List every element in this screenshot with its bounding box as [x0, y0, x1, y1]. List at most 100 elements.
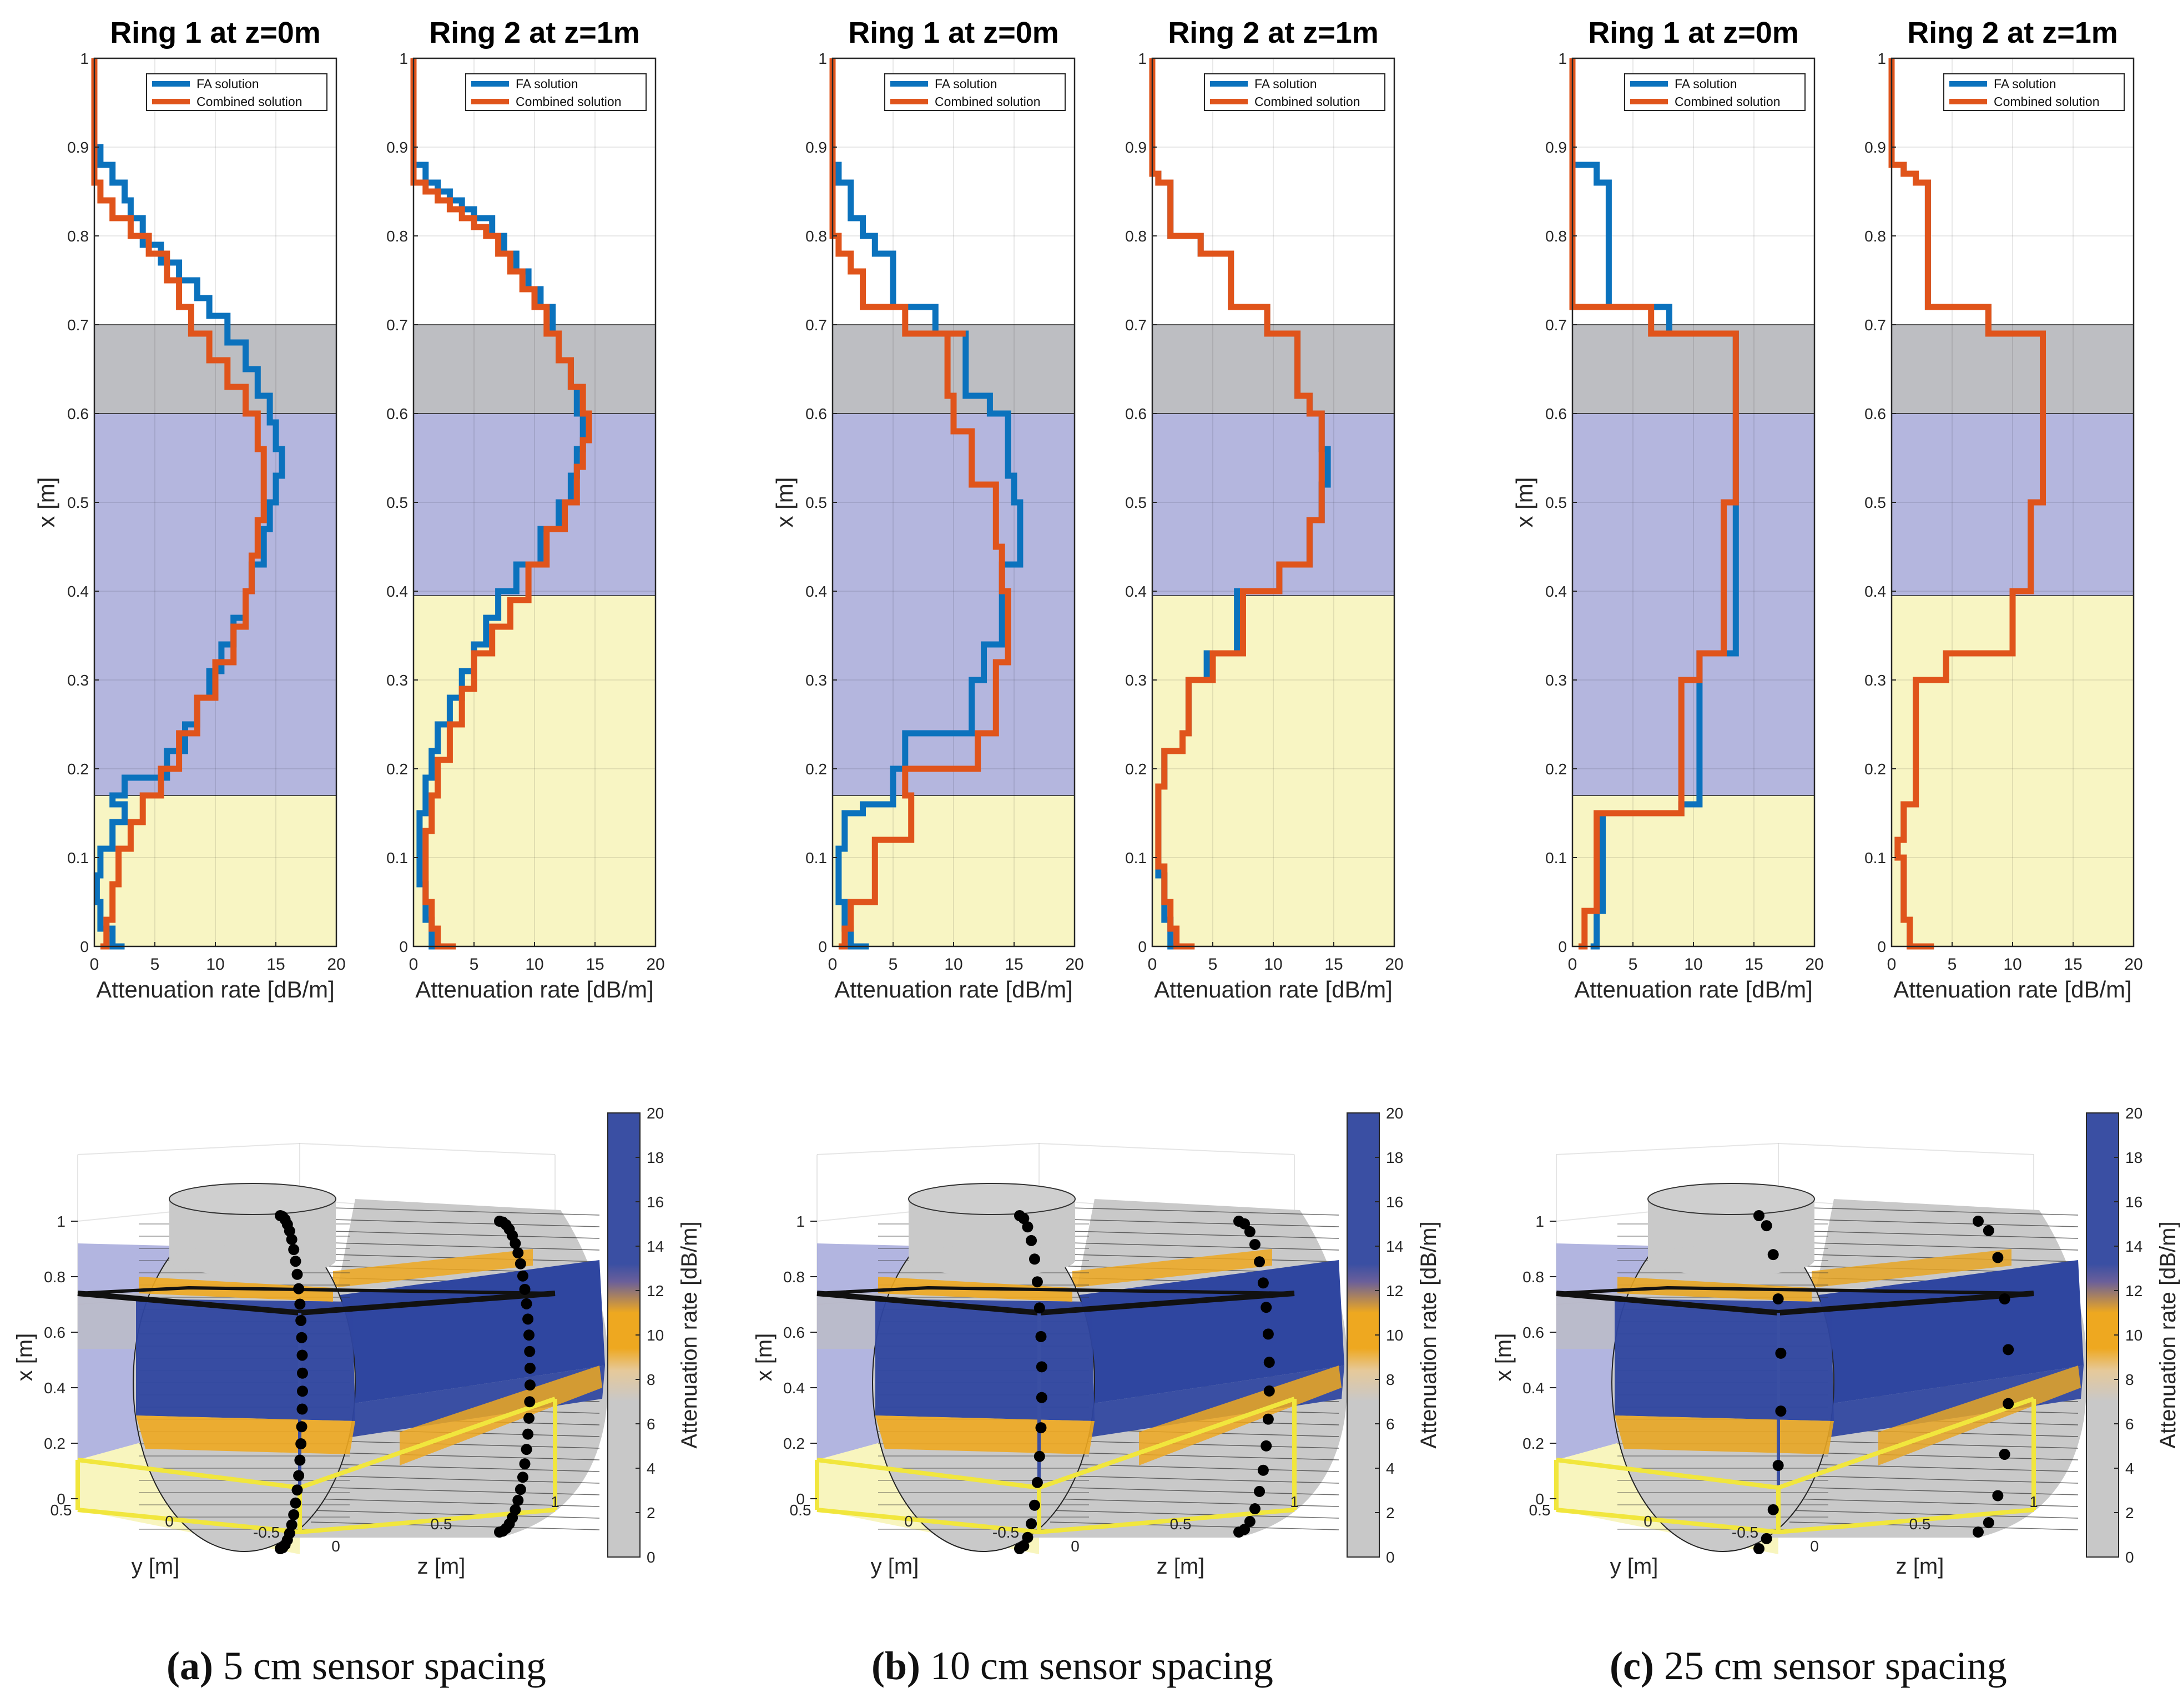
x-axis-label: Attenuation rate [dB/m] [415, 976, 654, 1002]
nozzle-top [1647, 1183, 1815, 1215]
x-tick-label-3d: 0.4 [44, 1379, 65, 1397]
sensor-dot-ring2 [519, 1458, 531, 1470]
colorbar-tick-label: 16 [647, 1193, 664, 1211]
y-tick-label: 0.4 [1125, 583, 1147, 600]
x-tick-label-3d: 0.2 [44, 1435, 65, 1452]
x-tick-label: 20 [1065, 955, 1083, 974]
sensor-dot-ring2 [515, 1484, 526, 1495]
sensor-dot-ring1 [286, 1519, 298, 1531]
sensor-dot-ring2 [512, 1494, 524, 1506]
grid-3d-line [1778, 1143, 2034, 1155]
y-tick-label-3d: -0.5 [992, 1524, 1019, 1541]
sensor-dot-ring2 [1992, 1490, 2004, 1502]
sensor-dot-ring1 [1035, 1331, 1047, 1342]
z-tick-label-3d: 1 [2029, 1493, 2038, 1510]
sensor-dot-ring1 [1031, 1276, 1043, 1288]
sensor-dot-ring2 [1254, 1485, 1266, 1497]
sensor-dot-ring1 [296, 1421, 307, 1433]
hatch-line [310, 1218, 600, 1227]
series-combined [91, 58, 267, 950]
y-tick-label: 0.5 [1864, 494, 1886, 511]
sensor-dot-ring2 [1262, 1413, 1274, 1425]
colorbar-tick-label: 10 [1386, 1327, 1403, 1344]
line-plot-b-1: 0 5 10 15 20 0 0.1 0.2 0.3 0.4 0.5 0.6 0.7 0.8 0.9 1 Rin… [772, 16, 1084, 1002]
grid-3d-line [1556, 1143, 1779, 1155]
y-tick-label: 0.7 [805, 316, 827, 334]
cap-surface-orange [875, 1415, 1095, 1454]
y-tick-label: 0.6 [1545, 405, 1567, 422]
series-fa [91, 58, 285, 950]
y-tick-label: 0.3 [386, 672, 408, 689]
z-axis-label-3d: z [m] [1157, 1554, 1205, 1579]
hatch-line [1050, 1452, 1339, 1460]
sensor-dot-ring1 [1753, 1210, 1764, 1221]
y-tick-label: 0.4 [1864, 583, 1886, 600]
colorbar-tick-label: 10 [647, 1327, 664, 1344]
colorbar-gradient [1347, 1112, 1380, 1558]
y-axis-label-3d: y [m] [1610, 1554, 1658, 1579]
x-axis-label: Attenuation rate [dB/m] [1574, 976, 1813, 1002]
plot-title: Ring 1 at z=0m [110, 16, 321, 49]
legend-label: FA solution [1254, 77, 1317, 91]
legend-label: Combined solution [1675, 94, 1781, 109]
x-tick-label: 20 [2124, 955, 2142, 974]
line-plot-b-2: 0 5 10 15 20 0 0.1 0.2 0.3 0.4 0.5 0.6 0.7 0.8 0.9 1 Rin… [1125, 16, 1404, 1002]
y-tick-label: 0.7 [1545, 316, 1567, 334]
x-tick-label: 20 [1805, 955, 1823, 974]
y-tick-label-3d: 0 [165, 1513, 174, 1530]
sensor-dot-ring1 [1761, 1533, 1772, 1544]
sensor-dot-ring2 [524, 1362, 536, 1374]
x-tick-label: 15 [586, 955, 604, 974]
surface-orange-top [1812, 1249, 2011, 1288]
x-tick-label: 10 [944, 955, 962, 974]
sensor-dot-ring2 [510, 1238, 521, 1249]
material-band [413, 595, 656, 947]
x-tick-label-3d: 0 [796, 1490, 805, 1508]
x-axis-label: Attenuation rate [dB/m] [1893, 976, 2132, 1002]
x-tick-label: 0 [828, 955, 838, 974]
sensor-dot-ring1 [286, 1233, 298, 1245]
z-tick-label-3d: 0.5 [431, 1515, 452, 1533]
cap-surface-blue [136, 1299, 355, 1421]
hatch-line [1050, 1510, 1339, 1519]
colorbar-tick-label: 12 [2125, 1282, 2142, 1299]
y-tick-label-3d: 0.5 [1529, 1502, 1551, 1519]
sensor-dot-ring2 [519, 1283, 531, 1295]
y-tick-label: 0.3 [1545, 672, 1567, 689]
hatch-line [1789, 1452, 2079, 1460]
y-tick-label: 1 [1138, 50, 1147, 67]
x-tick-label: 20 [646, 955, 664, 974]
hatch-line [1050, 1207, 1339, 1216]
sensor-dot-ring2 [523, 1329, 535, 1341]
y-tick-label: 0.6 [805, 405, 827, 422]
colorbar-tick-label: 18 [2125, 1149, 2142, 1166]
x-tick-label: 5 [150, 955, 160, 974]
sensor-dot-ring1 [275, 1543, 286, 1554]
y-tick-label: 0.1 [1864, 849, 1886, 866]
hatch-line [310, 1498, 600, 1507]
surface-blue-low [1789, 1366, 2084, 1443]
y-tick-label: 0.2 [67, 760, 89, 778]
y-tick-label: 0.9 [67, 139, 89, 156]
x-tick-label-3d: 0.8 [783, 1268, 805, 1286]
colorbar: 0 2 4 6 8 10 12 14 16 18 20 Attenuation rate [dB/m] [2086, 1105, 2180, 1566]
nozzle-bottom [1648, 1245, 1814, 1276]
colorbar-tick-label: 0 [1386, 1549, 1395, 1566]
colorbar-tick-label: 6 [1386, 1415, 1395, 1433]
sensor-dot-ring2 [1254, 1256, 1266, 1268]
hatch-line [1789, 1207, 2079, 1216]
grid-3d-line [816, 1143, 1040, 1155]
x-axis-label-3d: x [m] [1491, 1333, 1516, 1382]
sensor-dot-ring2 [1257, 1277, 1269, 1289]
y-tick-label: 0 [1558, 938, 1567, 955]
sensor-dot-ring2 [522, 1428, 534, 1440]
sensor-dot-ring2 [524, 1379, 536, 1391]
x-tick-label-3d: 0 [57, 1490, 65, 1508]
colorbar-tick-label: 14 [647, 1238, 664, 1255]
x-tick-label: 0 [409, 955, 419, 974]
x-axis-label-3d: x [m] [13, 1333, 37, 1382]
y-tick-label: 0.5 [1125, 494, 1147, 511]
sensor-dot-ring1 [1018, 1213, 1030, 1225]
y-tick-label: 0.8 [1125, 228, 1147, 245]
sensor-dot-ring2 [1983, 1225, 1994, 1236]
